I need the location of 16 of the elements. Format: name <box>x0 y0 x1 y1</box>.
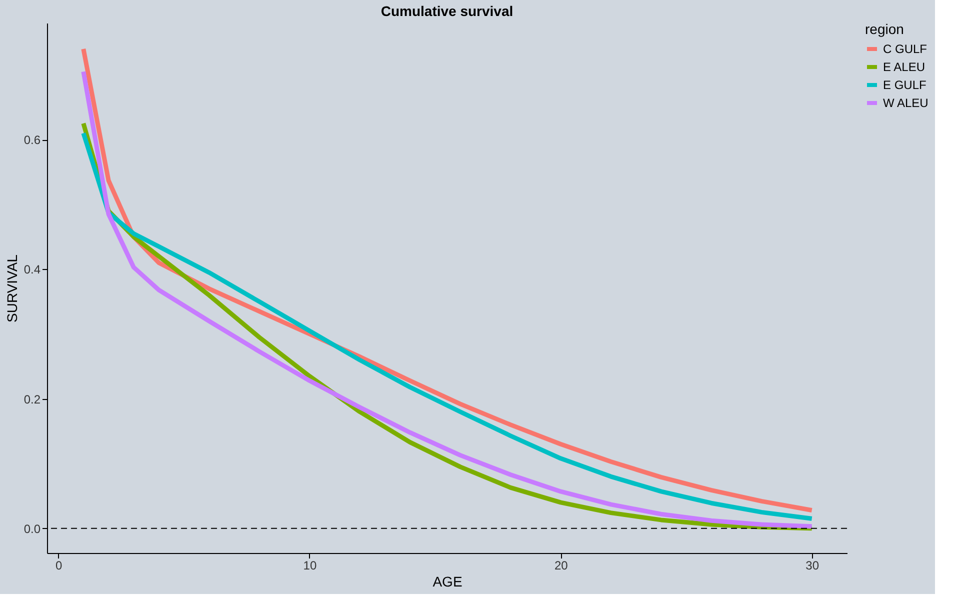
legend-label: E GULF <box>883 78 926 92</box>
x-tick-label: 20 <box>554 558 568 572</box>
chart-title: Cumulative survival <box>380 3 514 19</box>
x-tick-label: 0 <box>55 558 62 572</box>
y-tick-label: 0.0 <box>24 522 41 536</box>
y-tick-label: 0.4 <box>24 262 41 277</box>
legend-title: region <box>865 21 904 37</box>
x-axis-title: AGE <box>432 574 462 590</box>
legend-label: C GULF <box>883 42 928 56</box>
y-axis-title: SURVIVAL <box>4 254 20 322</box>
y-tick-label: 0.2 <box>24 392 41 406</box>
legend-label: W ALEU <box>883 96 928 110</box>
x-tick-label: 10 <box>303 558 317 572</box>
y-tick-label: 0.6 <box>24 133 41 148</box>
x-tick-label: 30 <box>806 558 820 572</box>
legend-label: E ALEU <box>883 60 926 74</box>
